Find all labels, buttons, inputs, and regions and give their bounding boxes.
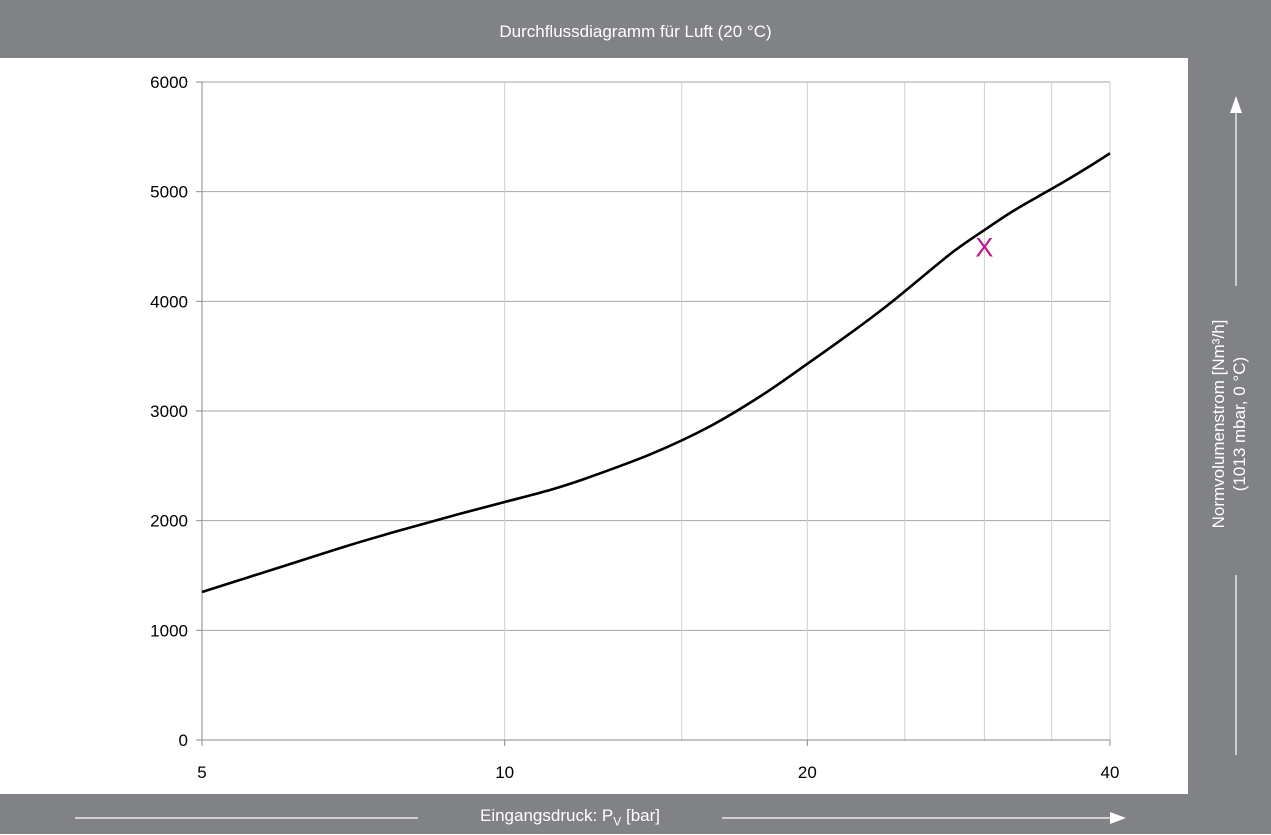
y-tick-label: 1000 <box>150 621 188 640</box>
y-tick-label: 3000 <box>150 402 188 421</box>
x-axis-title-unit: [bar] <box>621 806 660 825</box>
y-tick-label: 4000 <box>150 292 188 311</box>
x-axis-title-bar <box>0 794 1271 834</box>
series-layer <box>201 152 1111 594</box>
x-axis-arrowhead <box>1110 812 1126 824</box>
marker-layer: X <box>975 233 993 263</box>
x-tick-label: 10 <box>495 763 514 782</box>
tick-label-layer: 0 1000 2000 3000 4000 5000 6000 5 10 20 40 <box>150 73 1119 782</box>
x-axis-title: Eingangsdruck: PV [bar] <box>425 802 715 835</box>
x-tick-label: 5 <box>197 763 206 782</box>
chart-title: Durchflussdiagramm für Luft (20 °C) <box>499 22 772 41</box>
series-line <box>201 152 1111 594</box>
x-tick-label: 20 <box>798 763 817 782</box>
y-tick-label: 6000 <box>150 73 188 92</box>
axis-layer <box>196 81 1111 746</box>
y-tick-label: 0 <box>179 731 188 750</box>
x-axis-title-subscript: V <box>613 814 622 829</box>
grid-layer <box>202 81 1111 740</box>
arrow-layer <box>75 96 1242 824</box>
y-tick-label: 5000 <box>150 183 188 202</box>
operating-point-marker: X <box>975 233 993 263</box>
y-axis-title-bar <box>1188 58 1271 794</box>
y-axis-arrowhead <box>1230 96 1242 113</box>
title-bar <box>0 0 1271 58</box>
y-tick-label: 2000 <box>150 512 188 531</box>
x-tick-label: 40 <box>1101 763 1120 782</box>
x-axis-title-text: Eingangsdruck: P <box>479 806 614 825</box>
